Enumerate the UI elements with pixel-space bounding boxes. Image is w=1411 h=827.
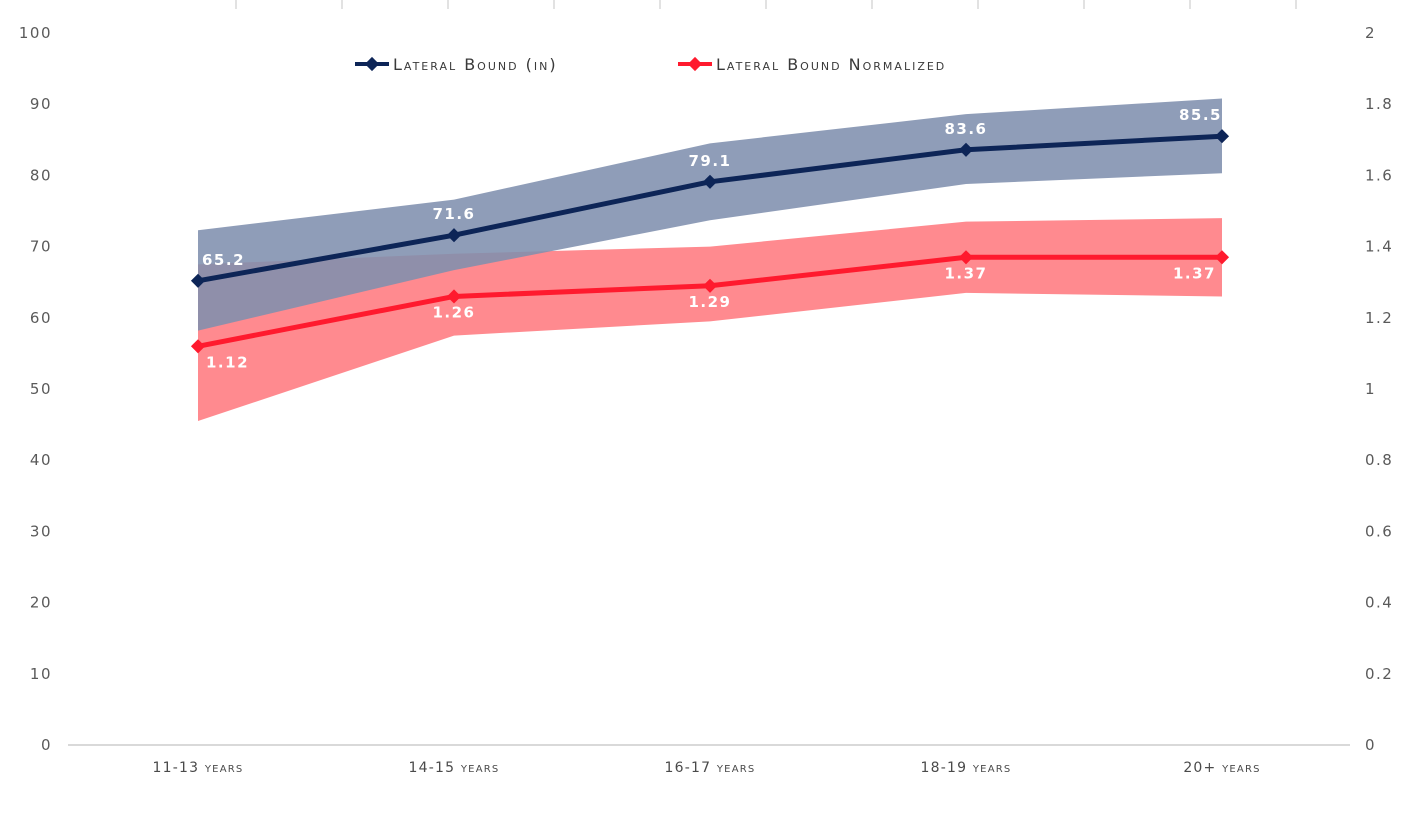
point-lateral-bound-in[interactable] [1214,129,1230,144]
data-label-lateral-bound: 83.6 [944,120,987,138]
y-left-tick-label: 80 [30,166,52,184]
data-label-lateral-bound-normalized: 1.12 [206,353,249,371]
data-label-lateral-bound: 65.2 [202,251,245,269]
point-lateral-bound-normalized[interactable] [190,339,206,354]
y-right-tick-label: 0 [1365,736,1376,754]
data-label-lateral-bound-normalized: 1.37 [1173,264,1216,282]
point-lateral-bound-in[interactable] [446,228,462,243]
data-label-lateral-bound: 79.1 [688,152,731,170]
y-right-tick-label: 2 [1365,24,1376,42]
x-tick-label: 20+ years [1183,760,1260,776]
y-left-tick-label: 20 [30,594,52,612]
legend: Lateral Bound (in) Lateral Bound Normali… [355,55,946,74]
legend-label-lateral-bound: Lateral Bound (in) [393,55,558,74]
y-right-tick-label: 0.8 [1365,451,1393,469]
legend-label-lateral-bound-normalized: Lateral Bound Normalized [716,55,946,74]
x-tick-label: 18-19 years [921,760,1012,776]
data-label-lateral-bound-normalized: 1.29 [688,293,731,311]
right-axis: 0 0.2 0.4 0.6 0.8 1 1.2 1.4 1.6 1.8 2 [1365,24,1393,754]
y-right-tick-label: 0.4 [1365,594,1393,612]
point-lateral-bound-in[interactable] [958,142,974,157]
y-right-tick-label: 1 [1365,380,1376,398]
y-right-tick-label: 1.6 [1365,166,1393,184]
legend-item-lateral-bound-normalized[interactable]: Lateral Bound Normalized [678,55,946,74]
data-label-lateral-bound-normalized: 1.37 [944,264,987,282]
y-left-tick-label: 40 [30,451,52,469]
y-right-tick-label: 0.2 [1365,665,1393,683]
x-tick-label: 14-15 years [409,760,500,776]
y-left-tick-label: 30 [30,522,52,540]
y-left-tick-label: 60 [30,309,52,327]
point-lateral-bound-normalized[interactable] [958,250,974,265]
series-lines [190,129,1230,354]
y-right-tick-label: 1.8 [1365,95,1393,113]
legend-item-lateral-bound[interactable]: Lateral Bound (in) [355,55,558,74]
y-right-tick-label: 0.6 [1365,522,1393,540]
y-left-tick-label: 50 [30,380,52,398]
data-label-lateral-bound-normalized: 1.26 [432,303,475,321]
y-left-tick-label: 70 [30,238,52,256]
point-lateral-bound-normalized[interactable] [1214,250,1230,265]
y-left-tick-label: 90 [30,95,52,113]
x-axis: 11-13 years 14-15 years 16-17 years 18-19 y… [153,760,1260,776]
y-left-tick-label: 100 [19,24,52,42]
x-tick-label: 11-13 years [153,760,244,776]
top-tick-marks [235,0,1297,9]
y-left-tick-label: 10 [30,665,52,683]
x-tick-label: 16-17 years [665,760,756,776]
data-label-lateral-bound: 85.5 [1179,106,1222,124]
y-right-tick-label: 1.2 [1365,309,1393,327]
point-lateral-bound-normalized[interactable] [446,289,462,304]
data-labels: 65.2 71.6 79.1 83.6 85.5 1.12 1.26 1.29 1.37 1.37 [202,106,1222,371]
y-left-tick-label: 0 [41,736,52,754]
y-right-tick-label: 1.4 [1365,238,1393,256]
legend-marker-lateral-bound [364,56,380,72]
point-lateral-bound-in[interactable] [190,273,206,288]
point-lateral-bound-normalized[interactable] [702,278,718,293]
data-label-lateral-bound: 71.6 [432,205,475,223]
point-lateral-bound-in[interactable] [702,174,718,189]
legend-marker-lateral-bound-normalized [687,56,703,72]
left-axis: 0 10 20 30 40 50 60 70 80 90 100 [19,24,52,754]
